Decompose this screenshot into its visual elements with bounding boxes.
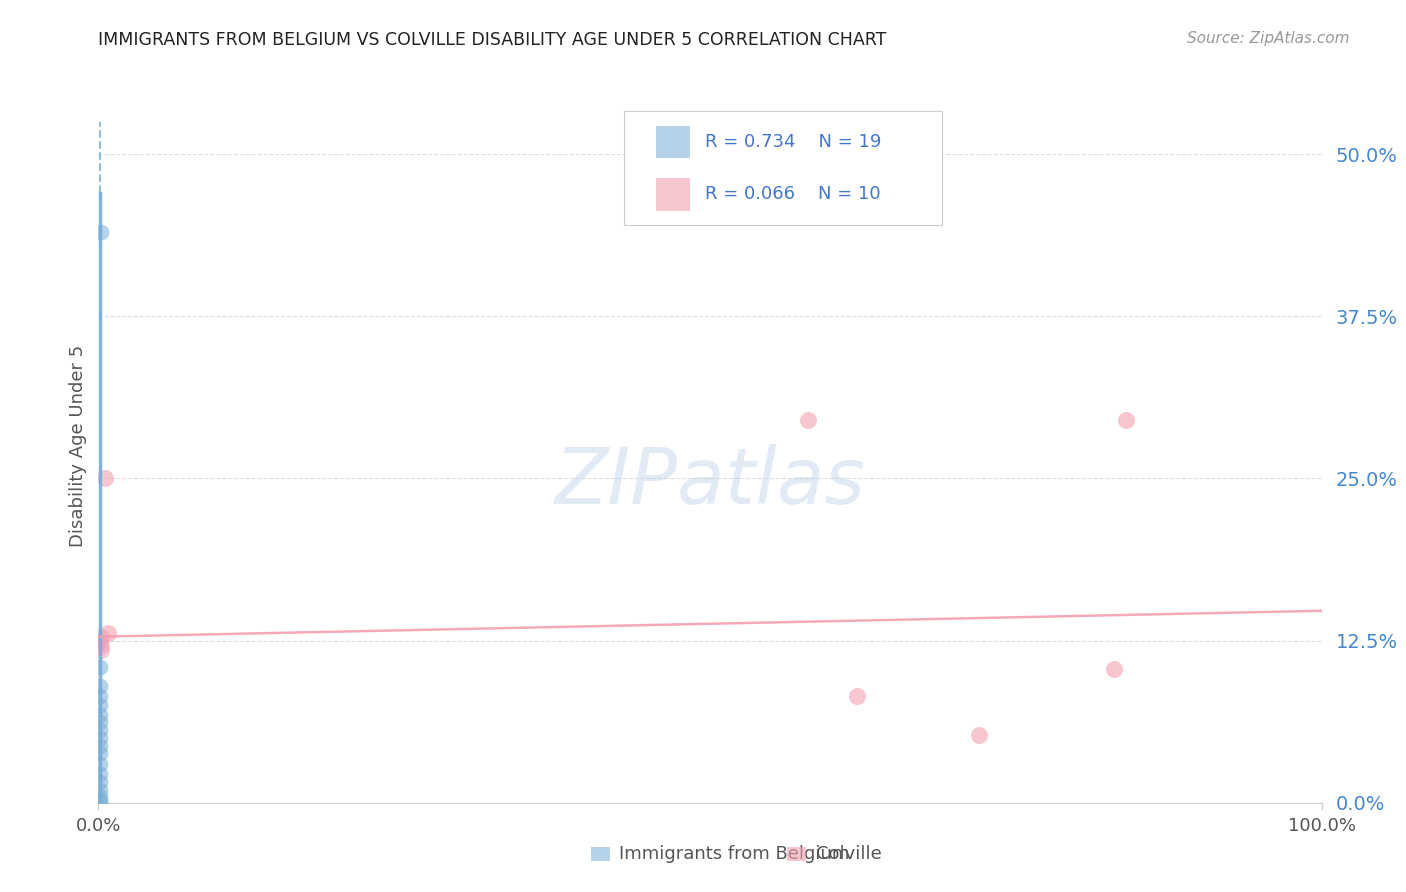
Point <box>89 756 111 771</box>
Point <box>797 413 820 427</box>
Text: Colville: Colville <box>817 845 882 863</box>
Point <box>845 690 868 704</box>
Point <box>89 723 111 738</box>
Point <box>89 715 111 730</box>
Text: R = 0.066    N = 10: R = 0.066 N = 10 <box>706 186 880 203</box>
Point <box>89 633 111 648</box>
Text: ZIPatlas: ZIPatlas <box>554 443 866 520</box>
Point <box>1102 662 1125 676</box>
Text: IMMIGRANTS FROM BELGIUM VS COLVILLE DISABILITY AGE UNDER 5 CORRELATION CHART: IMMIGRANTS FROM BELGIUM VS COLVILLE DISA… <box>98 31 887 49</box>
Point <box>89 795 111 809</box>
Point <box>93 471 115 485</box>
Point <box>89 731 111 745</box>
Point <box>90 225 112 239</box>
Point <box>90 630 112 644</box>
Point <box>89 747 111 761</box>
Point <box>89 789 111 804</box>
Point <box>89 679 111 693</box>
Point <box>90 638 112 652</box>
Point <box>89 775 111 789</box>
Bar <box>657 127 690 159</box>
Point <box>89 793 111 807</box>
Point <box>89 767 111 781</box>
Point <box>1115 413 1137 427</box>
Bar <box>657 178 690 211</box>
Point <box>967 728 990 742</box>
Text: Source: ZipAtlas.com: Source: ZipAtlas.com <box>1187 31 1350 46</box>
Point <box>89 707 111 722</box>
FancyBboxPatch shape <box>624 111 942 225</box>
Point <box>89 659 111 673</box>
Point <box>89 782 111 797</box>
Text: R = 0.734    N = 19: R = 0.734 N = 19 <box>706 134 882 152</box>
Point <box>89 690 111 704</box>
Point <box>90 642 112 657</box>
Point <box>89 739 111 753</box>
Y-axis label: Disability Age Under 5: Disability Age Under 5 <box>69 345 87 547</box>
Point <box>97 625 120 640</box>
Point <box>89 698 111 713</box>
Text: Immigrants from Belgium: Immigrants from Belgium <box>620 845 849 863</box>
